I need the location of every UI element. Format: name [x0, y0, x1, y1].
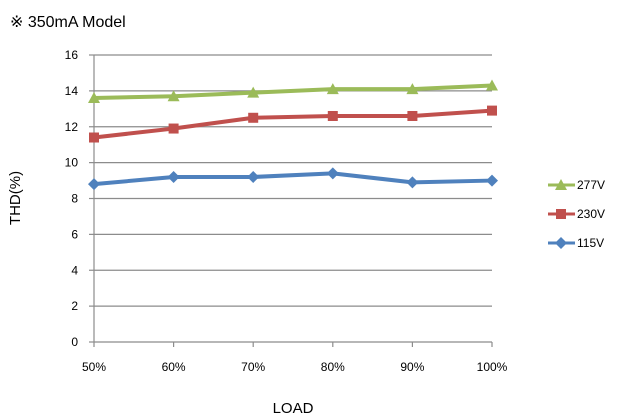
data-point-230v: [327, 110, 338, 121]
legend-label-230v: 230V: [577, 207, 605, 221]
data-point-230v: [248, 112, 259, 123]
y-tick-label: 6: [71, 227, 78, 241]
y-tick-label: 4: [71, 263, 78, 277]
x-tick-label: 90%: [400, 360, 424, 374]
y-axis-title: THD(%): [7, 171, 24, 225]
x-tick-label: 100%: [477, 360, 508, 374]
legend-marker-115v: [555, 237, 567, 249]
data-point-115v: [326, 167, 339, 180]
data-point-277v: [326, 83, 339, 95]
data-point-277v: [167, 90, 180, 102]
data-point-115v: [406, 176, 419, 189]
legend-marker-277v: [555, 179, 567, 190]
legend: 277V 230V 115V: [548, 178, 605, 250]
data-point-115v: [167, 170, 180, 183]
series-line-277v: [93, 83, 493, 101]
data-point-277v: [406, 83, 419, 95]
legend-label-115v: 115V: [577, 236, 604, 250]
series-lines: [88, 79, 498, 191]
legend-label-277v: 277V: [577, 178, 605, 192]
data-point-230v: [407, 110, 418, 121]
data-point-277v: [247, 86, 260, 98]
data-point-277v: [486, 79, 498, 91]
x-axis-title: LOAD: [273, 400, 314, 417]
series-115v: [88, 167, 498, 191]
y-tick-label: 10: [65, 156, 79, 170]
x-tick-labels: 50% 60% 70% 80% 90% 100%: [82, 360, 508, 374]
x-tick-label: 80%: [321, 360, 345, 374]
data-point-230v: [168, 123, 179, 134]
series-line-230v: [93, 108, 493, 140]
x-tick-label: 70%: [241, 360, 265, 374]
data-point-115v: [486, 174, 498, 187]
y-tick-label: 8: [71, 192, 78, 206]
series-277v: [88, 79, 498, 104]
legend-item-277v: 277V: [548, 178, 605, 192]
series-230v: [89, 105, 497, 143]
data-point-277v: [88, 92, 100, 104]
y-tick-label: 14: [65, 84, 79, 98]
chart-title: ※ 350mA Model: [10, 14, 126, 31]
x-tick-label: 50%: [82, 360, 106, 374]
x-tick-label: 60%: [162, 360, 186, 374]
data-point-115v: [88, 178, 100, 191]
y-tick-label: 12: [65, 120, 79, 134]
data-point-230v: [487, 105, 497, 116]
series-line-115v: [93, 171, 493, 187]
y-tick-label: 0: [71, 335, 78, 349]
data-point-115v: [247, 170, 260, 183]
y-tick-label: 16: [65, 48, 79, 62]
y-tick-label: 2: [71, 299, 78, 313]
legend-marker-230v: [556, 209, 566, 219]
data-point-230v: [89, 132, 99, 143]
legend-item-230v: 230V: [548, 207, 605, 221]
legend-item-115v: 115V: [548, 236, 604, 250]
y-tick-labels: 0 2 4 6 8 10 12 14 16: [65, 48, 79, 349]
